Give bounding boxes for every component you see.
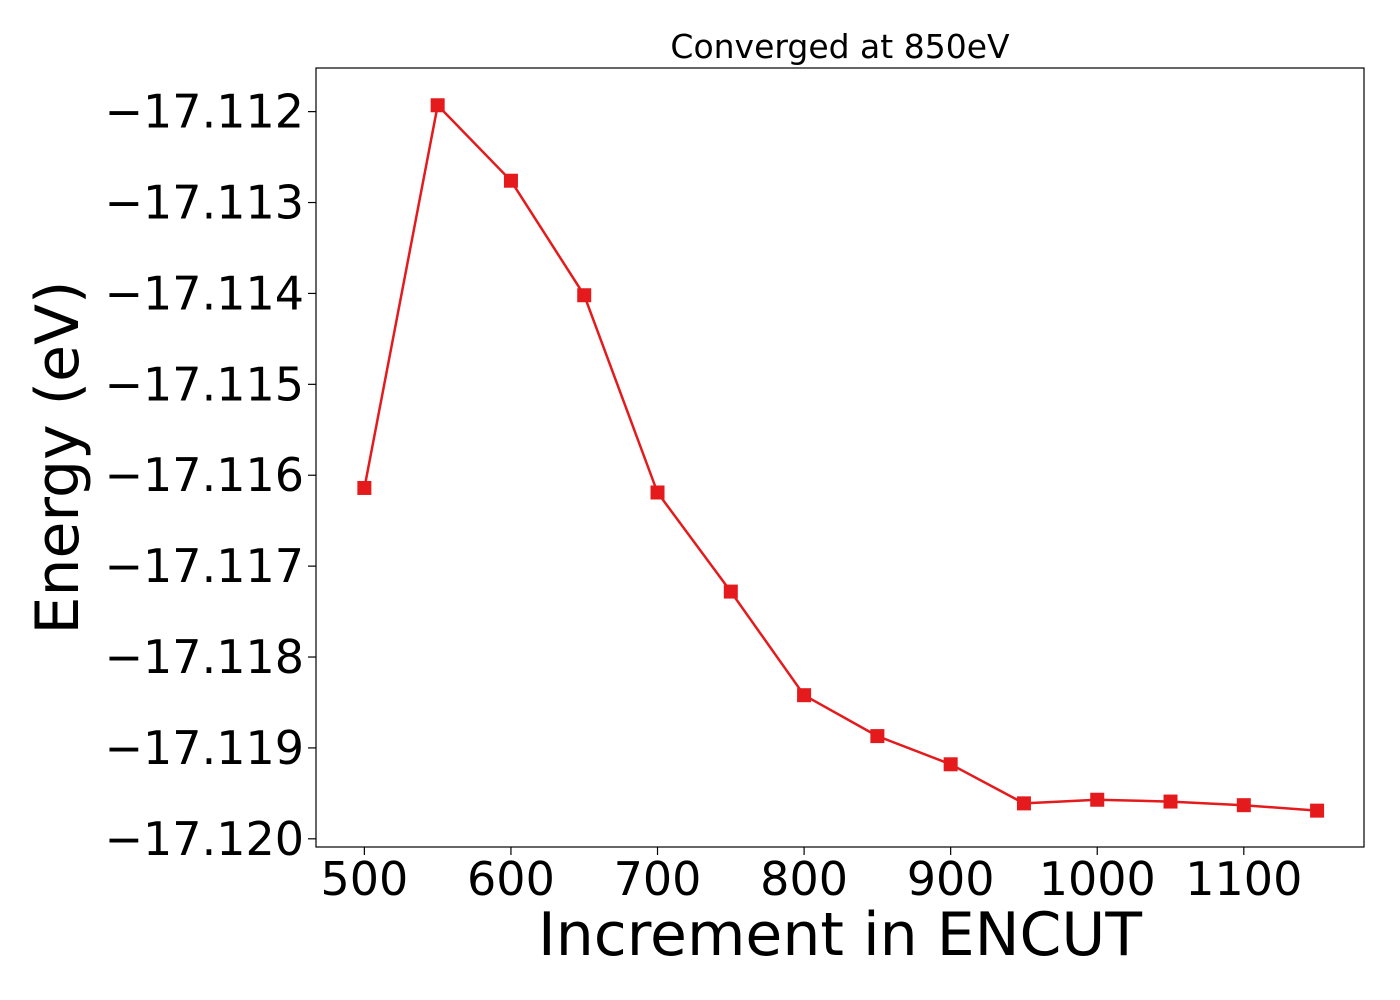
- chart-title: Converged at 850eV: [670, 27, 1010, 66]
- data-point-marker: [1310, 803, 1325, 818]
- y-tick-label: −17.114: [105, 266, 305, 320]
- data-point-marker: [1163, 794, 1178, 809]
- x-tick-label: 1000: [1039, 852, 1156, 906]
- data-point-marker: [943, 757, 958, 772]
- data-point-marker: [723, 584, 738, 599]
- data-point-marker: [430, 98, 445, 113]
- x-tick-label: 900: [907, 852, 995, 906]
- y-tick-label: −17.115: [105, 357, 305, 411]
- x-tick-label: 1100: [1185, 852, 1302, 906]
- y-axis-ticks: −17.112 −17.113 −17.114 −17.115 −17.116 −17.1…: [105, 85, 316, 866]
- y-tick-label: −17.120: [105, 812, 305, 866]
- x-axis-label: Increment in ENCUT: [538, 900, 1142, 970]
- plot-area: [357, 98, 1325, 818]
- data-point-marker: [870, 729, 885, 744]
- data-point-marker: [357, 480, 372, 495]
- data-point-marker: [577, 288, 592, 303]
- x-tick-label: 500: [320, 852, 408, 906]
- y-tick-label: −17.116: [105, 448, 305, 502]
- data-point-marker: [650, 485, 665, 500]
- x-tick-label: 800: [760, 852, 848, 906]
- y-axis-label: Energy (eV): [23, 281, 93, 635]
- x-tick-label: 700: [614, 852, 702, 906]
- y-tick-label: −17.117: [105, 539, 305, 593]
- x-tick-label: 600: [467, 852, 555, 906]
- data-point-marker: [1016, 796, 1031, 811]
- data-point-marker: [1236, 798, 1251, 813]
- y-tick-label: −17.112: [105, 85, 305, 139]
- x-axis-ticks: 500 600 700 800 900 1000 1100: [320, 847, 1302, 906]
- data-point-marker: [1090, 792, 1105, 807]
- y-tick-label: −17.119: [105, 721, 305, 775]
- data-point-marker: [797, 688, 812, 703]
- plot-frame: [315, 67, 1365, 848]
- y-tick-label: −17.113: [105, 176, 305, 230]
- y-tick-label: −17.118: [105, 630, 305, 684]
- series-line: [363, 104, 1318, 812]
- data-point-marker: [503, 173, 518, 188]
